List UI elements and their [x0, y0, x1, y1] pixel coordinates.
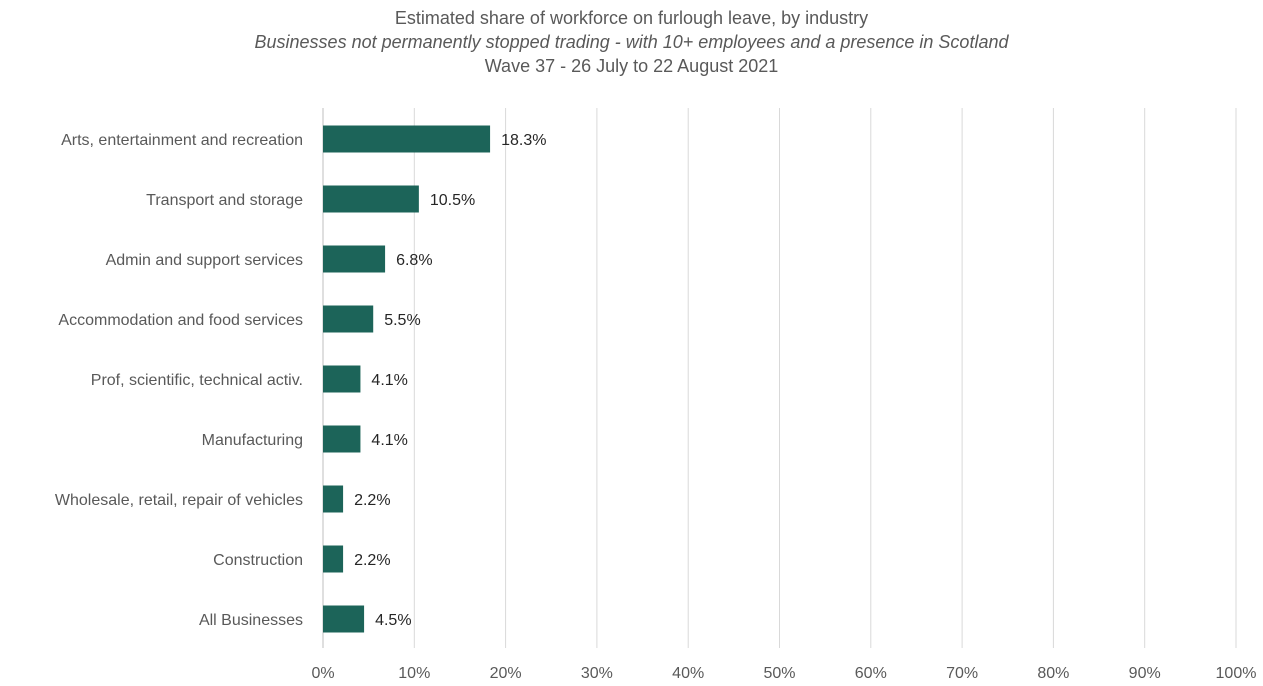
- data-label: 4.1%: [371, 372, 407, 389]
- x-tick-label: 80%: [1037, 665, 1069, 682]
- data-label: 6.8%: [396, 252, 432, 269]
- bar: [323, 125, 491, 153]
- chart-subtitle: Businesses not permanently stopped tradi…: [254, 32, 1009, 52]
- category-label: Manufacturing: [202, 432, 303, 449]
- data-label: 4.1%: [371, 432, 407, 449]
- bar: [323, 605, 365, 633]
- category-label: Transport and storage: [146, 192, 303, 209]
- data-label: 5.5%: [384, 312, 420, 329]
- category-label: Construction: [213, 552, 303, 569]
- category-label: Arts, entertainment and recreation: [61, 132, 303, 149]
- bar: [323, 485, 344, 513]
- x-tick-label: 50%: [763, 665, 795, 682]
- bar: [323, 425, 361, 453]
- bar: [323, 185, 419, 213]
- data-label: 2.2%: [354, 552, 390, 569]
- data-label: 10.5%: [430, 192, 475, 209]
- x-tick-label: 20%: [490, 665, 522, 682]
- data-label: 18.3%: [501, 132, 546, 149]
- x-tick-label: 40%: [672, 665, 704, 682]
- category-label: Accommodation and food services: [58, 312, 303, 329]
- bar: [323, 545, 344, 573]
- chart-subtitle-wave: Wave 37 - 26 July to 22 August 2021: [484, 56, 779, 76]
- category-label: All Businesses: [199, 612, 303, 629]
- data-label: 4.5%: [375, 612, 411, 629]
- bar: [323, 365, 361, 393]
- x-tick-label: 10%: [398, 665, 430, 682]
- data-label: 2.2%: [354, 492, 390, 509]
- x-tick-label: 70%: [946, 665, 978, 682]
- x-tick-label: 60%: [855, 665, 887, 682]
- bar: [323, 245, 386, 273]
- x-tick-label: 0%: [311, 665, 334, 682]
- category-label: Prof, scientific, technical activ.: [91, 372, 303, 389]
- category-label: Wholesale, retail, repair of vehicles: [55, 492, 303, 509]
- chart-title: Estimated share of workforce on furlough…: [394, 8, 869, 28]
- x-tick-label: 100%: [1216, 665, 1257, 682]
- x-tick-label: 90%: [1129, 665, 1161, 682]
- category-label: Admin and support services: [106, 252, 303, 269]
- chart-titles: Estimated share of workforce on furlough…: [0, 6, 1263, 78]
- x-tick-label: 30%: [581, 665, 613, 682]
- bar: [323, 305, 374, 333]
